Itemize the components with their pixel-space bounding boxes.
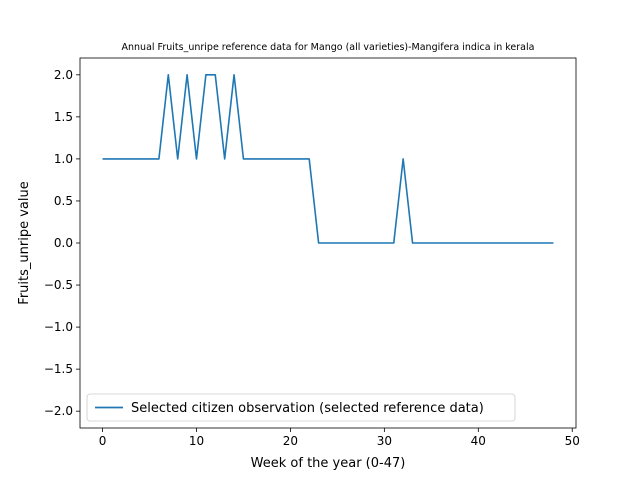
- y-tick-label: 1.0: [54, 152, 73, 166]
- y-tick-label: −1.5: [44, 362, 73, 376]
- y-tick-label: 2.0: [54, 68, 73, 82]
- chart-title: Annual Fruits_unripe reference data for …: [122, 42, 535, 53]
- legend-label: Selected citizen observation (selected r…: [131, 401, 484, 416]
- legend-box: [86, 393, 516, 422]
- y-tick-label: 0.0: [54, 236, 73, 250]
- x-tick-label: 10: [189, 434, 204, 448]
- x-tick-label: 0: [99, 434, 107, 448]
- x-tick-label: 40: [471, 434, 486, 448]
- x-axis-label: Week of the year (0-47): [251, 456, 406, 471]
- x-axis: 0 10 20 30 40 50: [99, 428, 580, 448]
- y-tick-label: −2.0: [44, 404, 73, 418]
- x-tick-label: 50: [565, 434, 580, 448]
- y-tick-label: 1.5: [54, 110, 73, 124]
- y-axis: −2.0 −1.5 −1.0 −0.5 0.0 0.5 1.0 1.5 2.0: [44, 68, 80, 418]
- series-line-0: [102, 74, 554, 244]
- legend: Selected citizen observation (selected r…: [86, 393, 516, 422]
- x-tick-label: 30: [377, 434, 392, 448]
- y-tick-label: 0.5: [54, 194, 73, 208]
- plot-area: [102, 74, 554, 244]
- y-axis-label: Fruits_unripe value: [17, 181, 32, 304]
- y-tick-label: −0.5: [44, 278, 73, 292]
- x-tick-label: 20: [283, 434, 298, 448]
- y-tick-label: −1.0: [44, 320, 73, 334]
